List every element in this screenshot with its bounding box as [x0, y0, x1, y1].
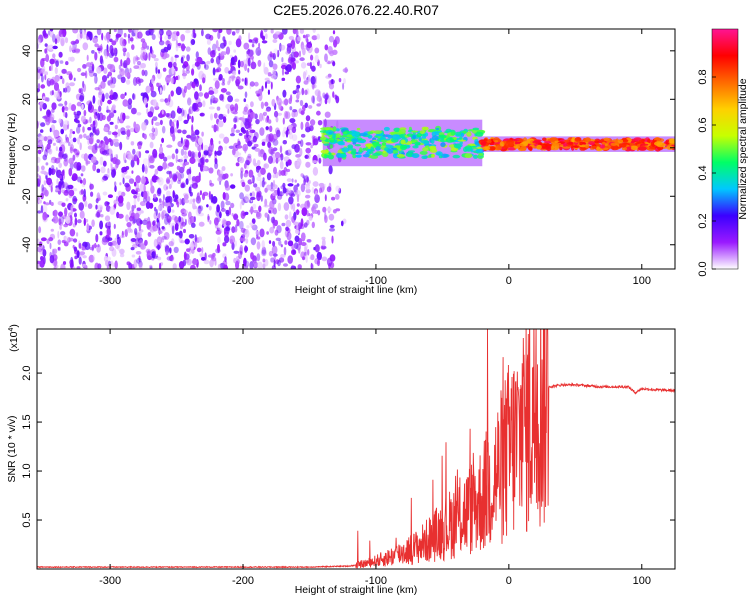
x-tick-label: -100	[365, 275, 387, 287]
x-tick-label: 0	[506, 575, 512, 587]
colorbar-tick-label: 0.0	[697, 261, 709, 276]
snr-y-multiplier: (x104)	[8, 324, 20, 352]
x-tick-label: -300	[99, 575, 121, 587]
snr-x-ticks: -300 -200 -100 0 100	[99, 329, 651, 587]
colorbar-frame	[711, 28, 739, 270]
colorbar-label: Normalized spectral amplitude	[737, 78, 749, 219]
colorbar-gradient	[712, 29, 738, 269]
x-tick-label: -200	[232, 575, 254, 587]
y-tick-label: 0	[21, 145, 33, 151]
colorbar-tick-label: 0.8	[697, 69, 709, 84]
colorbar-tick-label: 0.6	[697, 117, 709, 132]
y-tick-label: 1.0	[21, 463, 33, 478]
colorbar: 0.0 0.2 0.4 0.6 0.8 Normalized spectral ampl…	[697, 28, 749, 277]
snr-series-line	[37, 329, 675, 569]
spectrogram-x-ticks: -300 -200 -100 0 100	[99, 29, 651, 287]
snr-frame	[36, 328, 676, 570]
spectrogram-y-ticks: -40 -20 0 20 40	[21, 45, 675, 253]
snr-x-axis-label: Height of straight line (km)	[295, 584, 418, 596]
y-tick-label: 0.5	[21, 512, 33, 527]
colorbar-ticks: 0.0 0.2 0.4 0.6 0.8	[697, 69, 716, 277]
x-tick-label: -300	[99, 275, 121, 287]
spectrogram-x-axis-label: Height of straight line (km)	[295, 284, 418, 296]
x-tick-label: -200	[232, 275, 254, 287]
x-tick-label: 100	[633, 275, 651, 287]
y-tick-label: 1.5	[21, 414, 33, 429]
y-tick-label: 20	[21, 93, 33, 105]
snr-y-axis-label: SNR (10 * v/v)	[6, 415, 18, 482]
spectrogram-heatmap	[37, 29, 675, 269]
x-tick-label: -100	[365, 575, 387, 587]
y-tick-label: -40	[21, 237, 33, 253]
colorbar-tick-label: 0.2	[697, 213, 709, 228]
y-tick-label: 2.0	[21, 365, 33, 380]
spectrogram-y-axis-label: Frequency (Hz)	[6, 113, 18, 185]
y-tick-label: -20	[21, 188, 33, 204]
colorbar-tick-label: 0.4	[697, 165, 709, 180]
snr-panel: -300 -200 -100 0 100 0.5 1.0 1.5 2.0 Height of …	[6, 324, 676, 596]
figure-title: C2E5.2026.076.22.40.R07	[273, 2, 439, 18]
spectrogram-frame	[36, 28, 676, 270]
y-tick-label: 40	[21, 45, 33, 57]
x-tick-label: 100	[633, 575, 651, 587]
snr-y-ticks: 0.5 1.0 1.5 2.0	[21, 365, 675, 528]
x-tick-label: 0	[506, 275, 512, 287]
